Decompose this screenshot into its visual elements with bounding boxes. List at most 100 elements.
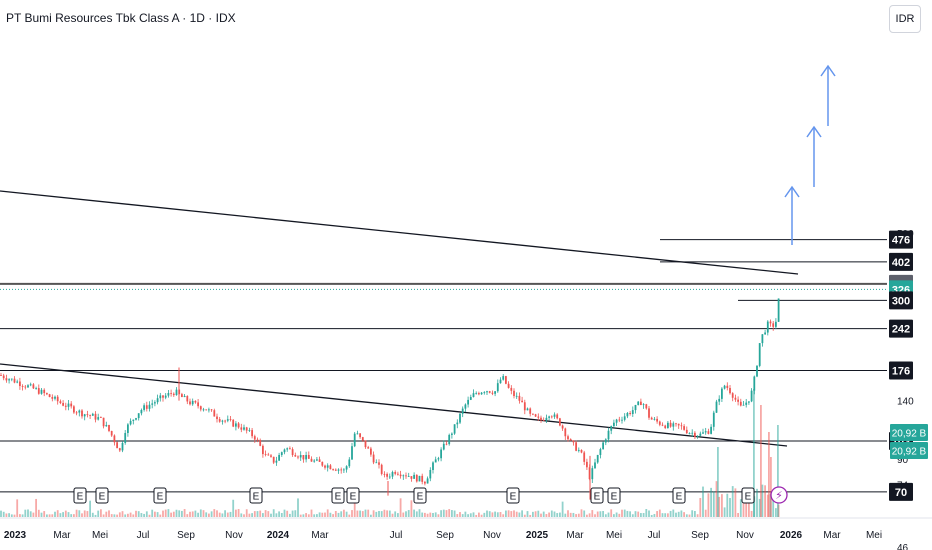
volume-bar <box>75 509 78 517</box>
volume-bar <box>137 511 140 517</box>
candle-body <box>621 419 623 421</box>
earnings-marker-label: E <box>676 492 683 503</box>
volume-bar <box>726 493 729 517</box>
volume-bar <box>140 513 143 517</box>
candle-body <box>186 395 189 402</box>
candle-body <box>569 439 572 441</box>
x-tick-label: Jul <box>390 530 403 541</box>
y-tick-label: 140 <box>897 397 914 408</box>
candle-body <box>67 403 70 407</box>
volume-bar <box>596 511 599 517</box>
volume-bar <box>607 512 610 517</box>
volume-bar <box>626 510 629 517</box>
candle-body <box>602 442 604 450</box>
candle-body <box>127 424 129 433</box>
candle-body <box>305 455 307 460</box>
volume-bar <box>102 514 105 517</box>
volume-bar <box>753 389 755 517</box>
candle-body <box>121 442 124 451</box>
volume-bar <box>764 485 766 517</box>
candle-body <box>237 423 240 428</box>
volume-bar <box>286 510 289 517</box>
candle-body <box>302 455 305 460</box>
candle-body <box>343 469 345 471</box>
trendline-lower <box>0 363 788 447</box>
volume-bar <box>731 486 734 517</box>
volume-bar <box>760 405 762 517</box>
volume-bar <box>575 514 577 517</box>
volume-bar <box>224 510 226 517</box>
volume-bar <box>561 501 564 517</box>
candle-body <box>658 421 661 425</box>
candle-body <box>102 417 105 427</box>
volume-bar <box>750 510 753 517</box>
volume-bar <box>54 511 56 517</box>
volume-bar <box>91 512 94 517</box>
candle-body <box>62 403 64 406</box>
currency-button[interactable]: IDR <box>889 5 921 33</box>
candle-body <box>291 449 294 456</box>
candle-body <box>2 375 5 379</box>
dividend-icon <box>770 486 788 504</box>
volume-bar <box>410 500 413 517</box>
volume-bar <box>691 510 694 517</box>
volume-bar <box>648 510 650 517</box>
volume-bar <box>548 512 550 517</box>
candle-body <box>240 427 243 430</box>
candle-body <box>464 404 467 409</box>
candle-body <box>515 395 518 397</box>
volume-bar <box>702 486 704 517</box>
candle-body <box>742 404 745 406</box>
candle-body <box>505 376 507 384</box>
candle-body <box>272 456 275 463</box>
candle-body <box>750 390 753 402</box>
volume-bar <box>437 514 440 517</box>
volume-bar <box>394 511 397 517</box>
volume-bar <box>529 514 532 517</box>
candle-body <box>175 389 178 396</box>
volume-bar <box>129 512 132 517</box>
candle-body <box>145 405 148 409</box>
volume-bar <box>459 512 461 517</box>
volume-bar <box>653 514 656 517</box>
candle-body <box>699 433 702 436</box>
volume-bar <box>623 509 626 517</box>
volume-bar <box>167 509 170 517</box>
candle-body <box>91 413 94 416</box>
candle-body <box>94 413 97 420</box>
candle-body <box>370 448 372 455</box>
earnings-marker <box>506 487 520 504</box>
candle-body <box>669 422 672 427</box>
target-arrow-head <box>820 64 836 77</box>
candle-body <box>332 469 334 470</box>
volume-bar <box>717 447 719 517</box>
volume-bar <box>507 510 510 517</box>
volume-bar <box>345 511 348 517</box>
candle-body <box>626 412 629 417</box>
volume-bar <box>361 511 364 517</box>
candle-body <box>691 432 694 434</box>
candle-body <box>10 378 13 380</box>
candle-body <box>307 455 310 459</box>
earnings-marker <box>590 487 604 504</box>
candle-body <box>610 426 613 431</box>
volume-bar <box>64 510 67 517</box>
candle-body <box>580 449 583 453</box>
volume-bar <box>94 514 97 517</box>
price-label: 176 <box>892 366 910 378</box>
volume-bar <box>688 514 691 517</box>
volume-bar <box>299 514 302 517</box>
volume-bar <box>618 513 621 517</box>
volume-bar <box>564 513 567 517</box>
volume-bar <box>634 511 637 517</box>
candle-body <box>731 393 734 398</box>
volume-bar <box>513 510 515 517</box>
earnings-marker-label: E <box>157 492 164 503</box>
candle-body <box>48 394 51 398</box>
candle-body <box>202 409 205 411</box>
volume-bar <box>70 514 73 517</box>
candle-body <box>340 469 343 471</box>
candle-body <box>124 432 127 443</box>
volume-bar <box>97 510 100 517</box>
